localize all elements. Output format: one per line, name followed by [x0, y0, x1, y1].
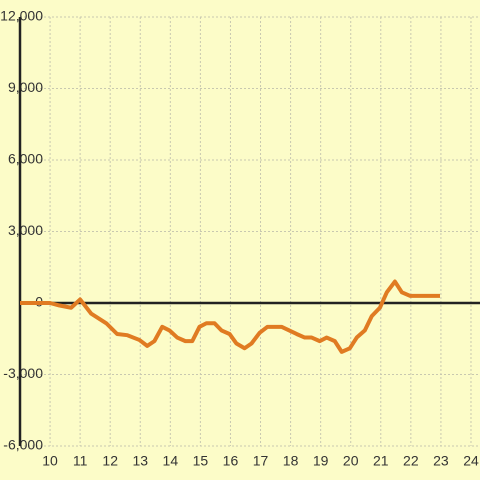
y-tick-label: 9,000 [8, 79, 43, 95]
y-tick-label: -3,000 [3, 365, 43, 381]
x-tick-label: 23 [433, 453, 449, 469]
x-tick-label: 19 [313, 453, 329, 469]
y-tick-label: 3,000 [8, 222, 43, 238]
y-tick-label: -6,000 [3, 437, 43, 453]
x-tick-label: 15 [193, 453, 209, 469]
x-tick-label: 14 [163, 453, 179, 469]
x-tick-label: 24 [463, 453, 479, 469]
line [20, 279, 441, 354]
x-tick-label: 16 [223, 453, 239, 469]
x-tick-label: 18 [283, 453, 299, 469]
x-tick-label: 10 [42, 453, 58, 469]
y-tick-label: 6,000 [8, 151, 43, 167]
x-tick-label: 13 [132, 453, 148, 469]
x-tick-label: 17 [253, 453, 269, 469]
y-tick-label: 12,000 [0, 8, 43, 24]
x-tick-label: 21 [373, 453, 389, 469]
x-tick-label: 20 [343, 453, 359, 469]
x-tick-label: 12 [102, 453, 118, 469]
x-tick-label: 11 [73, 453, 88, 469]
x-tick-label: 22 [403, 453, 419, 469]
